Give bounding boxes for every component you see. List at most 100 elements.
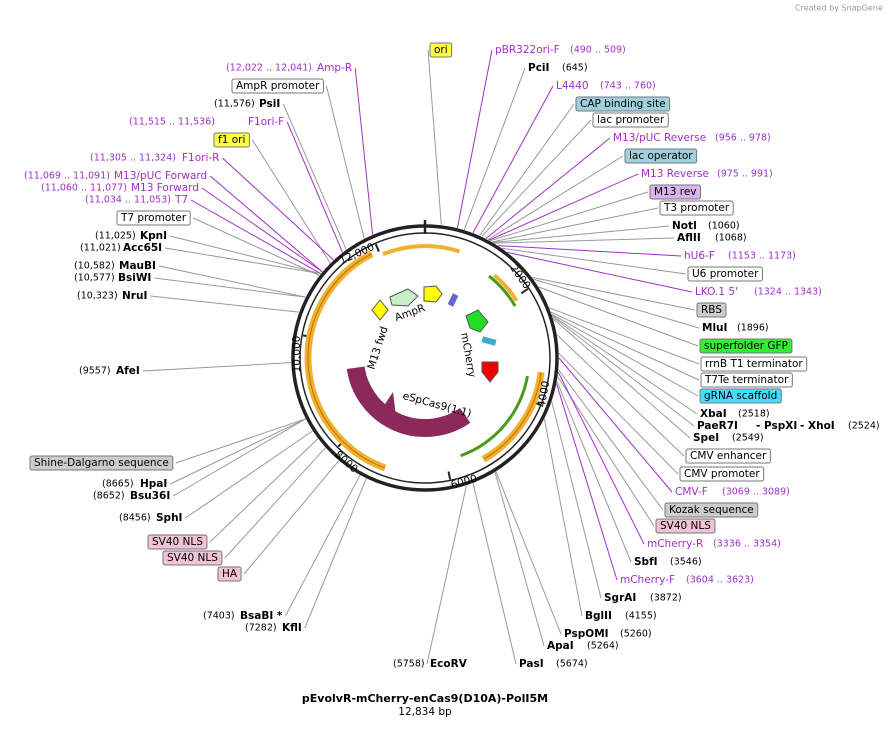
label-position: (956 .. 978)	[715, 133, 771, 144]
label-name: SV40 NLS	[152, 536, 203, 548]
label-position: (3872)	[650, 593, 682, 604]
label-position: (11,576)	[214, 99, 255, 110]
label: KpnI (11,025)	[95, 230, 167, 242]
label: HA	[217, 566, 242, 582]
leader-line	[543, 418, 583, 617]
label-name: HpaI	[140, 478, 167, 490]
label-name: L4440	[556, 80, 589, 92]
label-position: (12,022 .. 12,041)	[226, 63, 312, 74]
label: BglII (4155)	[585, 610, 657, 622]
map-size: 12,834 bp	[398, 706, 452, 718]
label-name: F1ori-R	[182, 152, 219, 164]
feature-name: M13 fwd	[365, 325, 390, 371]
label: SV40 NLS	[655, 518, 716, 534]
label: CMV enhancer	[685, 448, 771, 464]
label: L4440 (743 .. 760)	[556, 80, 656, 92]
label-position: (11,069 .. 11,091)	[24, 171, 110, 182]
label: T7(11,034 .. 11,053)	[85, 194, 188, 206]
label: PspOMI (5260)	[564, 628, 652, 640]
leader-line	[456, 49, 493, 229]
feature-box	[162, 550, 223, 566]
label: AflII (1068)	[677, 232, 747, 244]
feature-box	[213, 132, 250, 148]
label-position: (8456)	[119, 513, 151, 524]
label-position: (3069 .. 3089)	[722, 487, 790, 498]
label-name: lac operator	[629, 150, 693, 162]
feature-box	[679, 466, 765, 482]
cas9-arrow	[346, 366, 471, 437]
label-name: T3 promoter	[663, 202, 730, 214]
leader-line	[501, 247, 687, 275]
feature-box	[687, 266, 763, 282]
leader-line	[209, 175, 323, 273]
label: PsiI (11,576)	[214, 98, 280, 110]
label-name: ApaI	[547, 640, 574, 652]
leader-line	[487, 155, 624, 241]
leader-line	[192, 217, 320, 276]
cas9-head	[381, 392, 398, 432]
label-position: (1153 .. 1173)	[728, 251, 796, 262]
label-name: rrnB T1 terminator	[705, 358, 803, 370]
leader-line	[479, 103, 575, 236]
label: AmpR promoter	[231, 78, 324, 94]
label-position: (490 .. 509)	[570, 45, 626, 56]
leader-line	[551, 401, 602, 599]
label: SgrAI (3872)	[604, 592, 682, 604]
feature-box	[685, 448, 771, 464]
label: Shine-Dalgarno sequence	[29, 455, 174, 471]
label: M13 Forward (11,060 .. 11,077)	[41, 182, 199, 194]
label: Amp-R (12,022 .. 12,041)	[226, 62, 352, 74]
leader-line	[549, 307, 700, 365]
label: BsiWI(10,577)	[74, 272, 151, 284]
leader-line	[426, 485, 467, 665]
label-name: M13 rev	[654, 186, 697, 198]
label-name: M13/pUC Forward	[114, 170, 207, 182]
label: SV40 NLS	[162, 550, 223, 566]
label-position: (5758)	[393, 659, 425, 670]
label-position: (1060)	[708, 221, 740, 232]
leader-line	[494, 472, 545, 647]
leader-line	[154, 277, 306, 298]
label: gRNA scaffold	[699, 388, 782, 404]
label-name: M13 Forward	[131, 182, 199, 194]
label-name: f1 ori	[218, 134, 245, 146]
gfp-arrow	[465, 309, 489, 333]
label-name: BsiWI	[118, 272, 151, 284]
leader-lines	[142, 49, 700, 665]
label-name: hU6-F	[684, 250, 715, 262]
label: CMV-F (3069 .. 3089)	[675, 486, 790, 498]
label: M13 rev	[649, 184, 702, 200]
label-name: M13 Reverse	[641, 168, 709, 180]
label-position: (1896)	[737, 323, 769, 334]
label-name: SbfI	[634, 556, 658, 568]
label-name: KflI	[282, 622, 302, 634]
leader-line	[552, 316, 695, 427]
label-name: T7Te terminator	[704, 374, 789, 386]
label-name: gRNA scaffold	[704, 390, 777, 402]
label: ori	[429, 42, 453, 58]
label: U6 promoter	[687, 266, 763, 282]
label-name: SV40 NLS	[660, 520, 711, 532]
label-position: (1324 .. 1343)	[754, 287, 822, 298]
label-position: (975 .. 991)	[717, 169, 773, 180]
feature-box	[649, 184, 702, 200]
ring-tick	[447, 471, 452, 480]
label-name: AflII	[677, 232, 701, 244]
label-name: mCherry-R	[647, 538, 703, 550]
leader-line	[507, 251, 693, 293]
label-extra: - XhoI	[800, 420, 835, 432]
feature-box	[147, 534, 208, 550]
leader-line	[304, 478, 367, 629]
leader-line	[556, 383, 618, 581]
leader-line	[142, 362, 292, 372]
label-name: T7	[174, 194, 188, 206]
label-name: NruI	[122, 290, 147, 302]
label-position: (11,034 .. 11,053)	[85, 195, 171, 206]
label: KflI (7282)	[245, 622, 302, 634]
label-position: (5260)	[620, 629, 652, 640]
label-name: Bsu36I	[130, 490, 170, 502]
label-extra: - PspXI	[756, 420, 797, 432]
label-name: Shine-Dalgarno sequence	[34, 457, 169, 469]
label: LKO.1 5' (1324 .. 1343)	[695, 286, 822, 298]
feature-box	[429, 42, 453, 58]
